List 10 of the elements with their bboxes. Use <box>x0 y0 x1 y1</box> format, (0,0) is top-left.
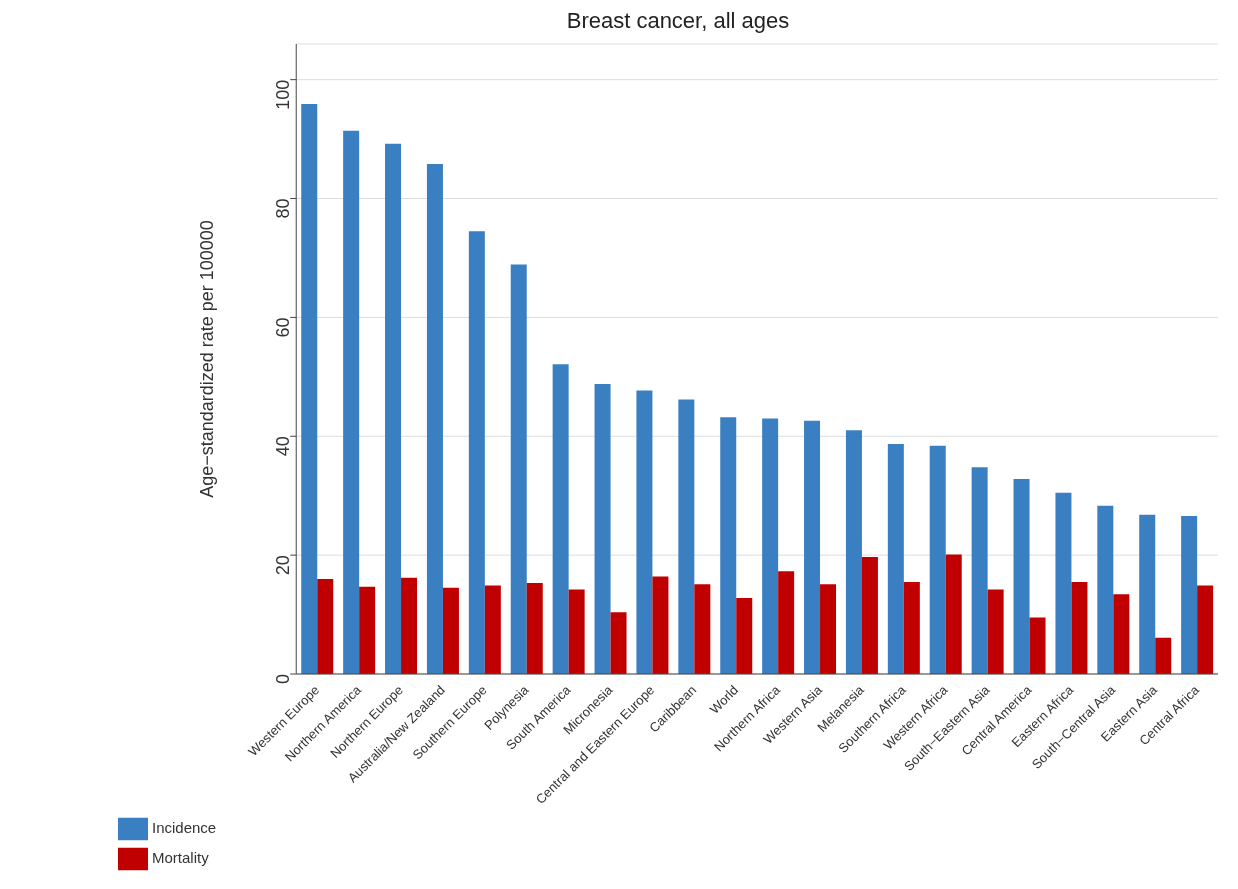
y-tick-label: 20 <box>272 555 293 576</box>
y-tick-label: 80 <box>272 198 293 219</box>
y-tick-label: 40 <box>272 436 293 457</box>
chart-title: Breast cancer, all ages <box>565 8 791 34</box>
y-tick-label: 60 <box>272 317 293 338</box>
y-tick-label: 100 <box>272 79 293 110</box>
y-tick-label: 0 <box>272 674 293 685</box>
legend-label: Incidence <box>152 818 217 836</box>
legend-label: Mortality <box>152 848 209 866</box>
y-axis-title: Age−standardized rate per 100000 <box>196 220 217 498</box>
